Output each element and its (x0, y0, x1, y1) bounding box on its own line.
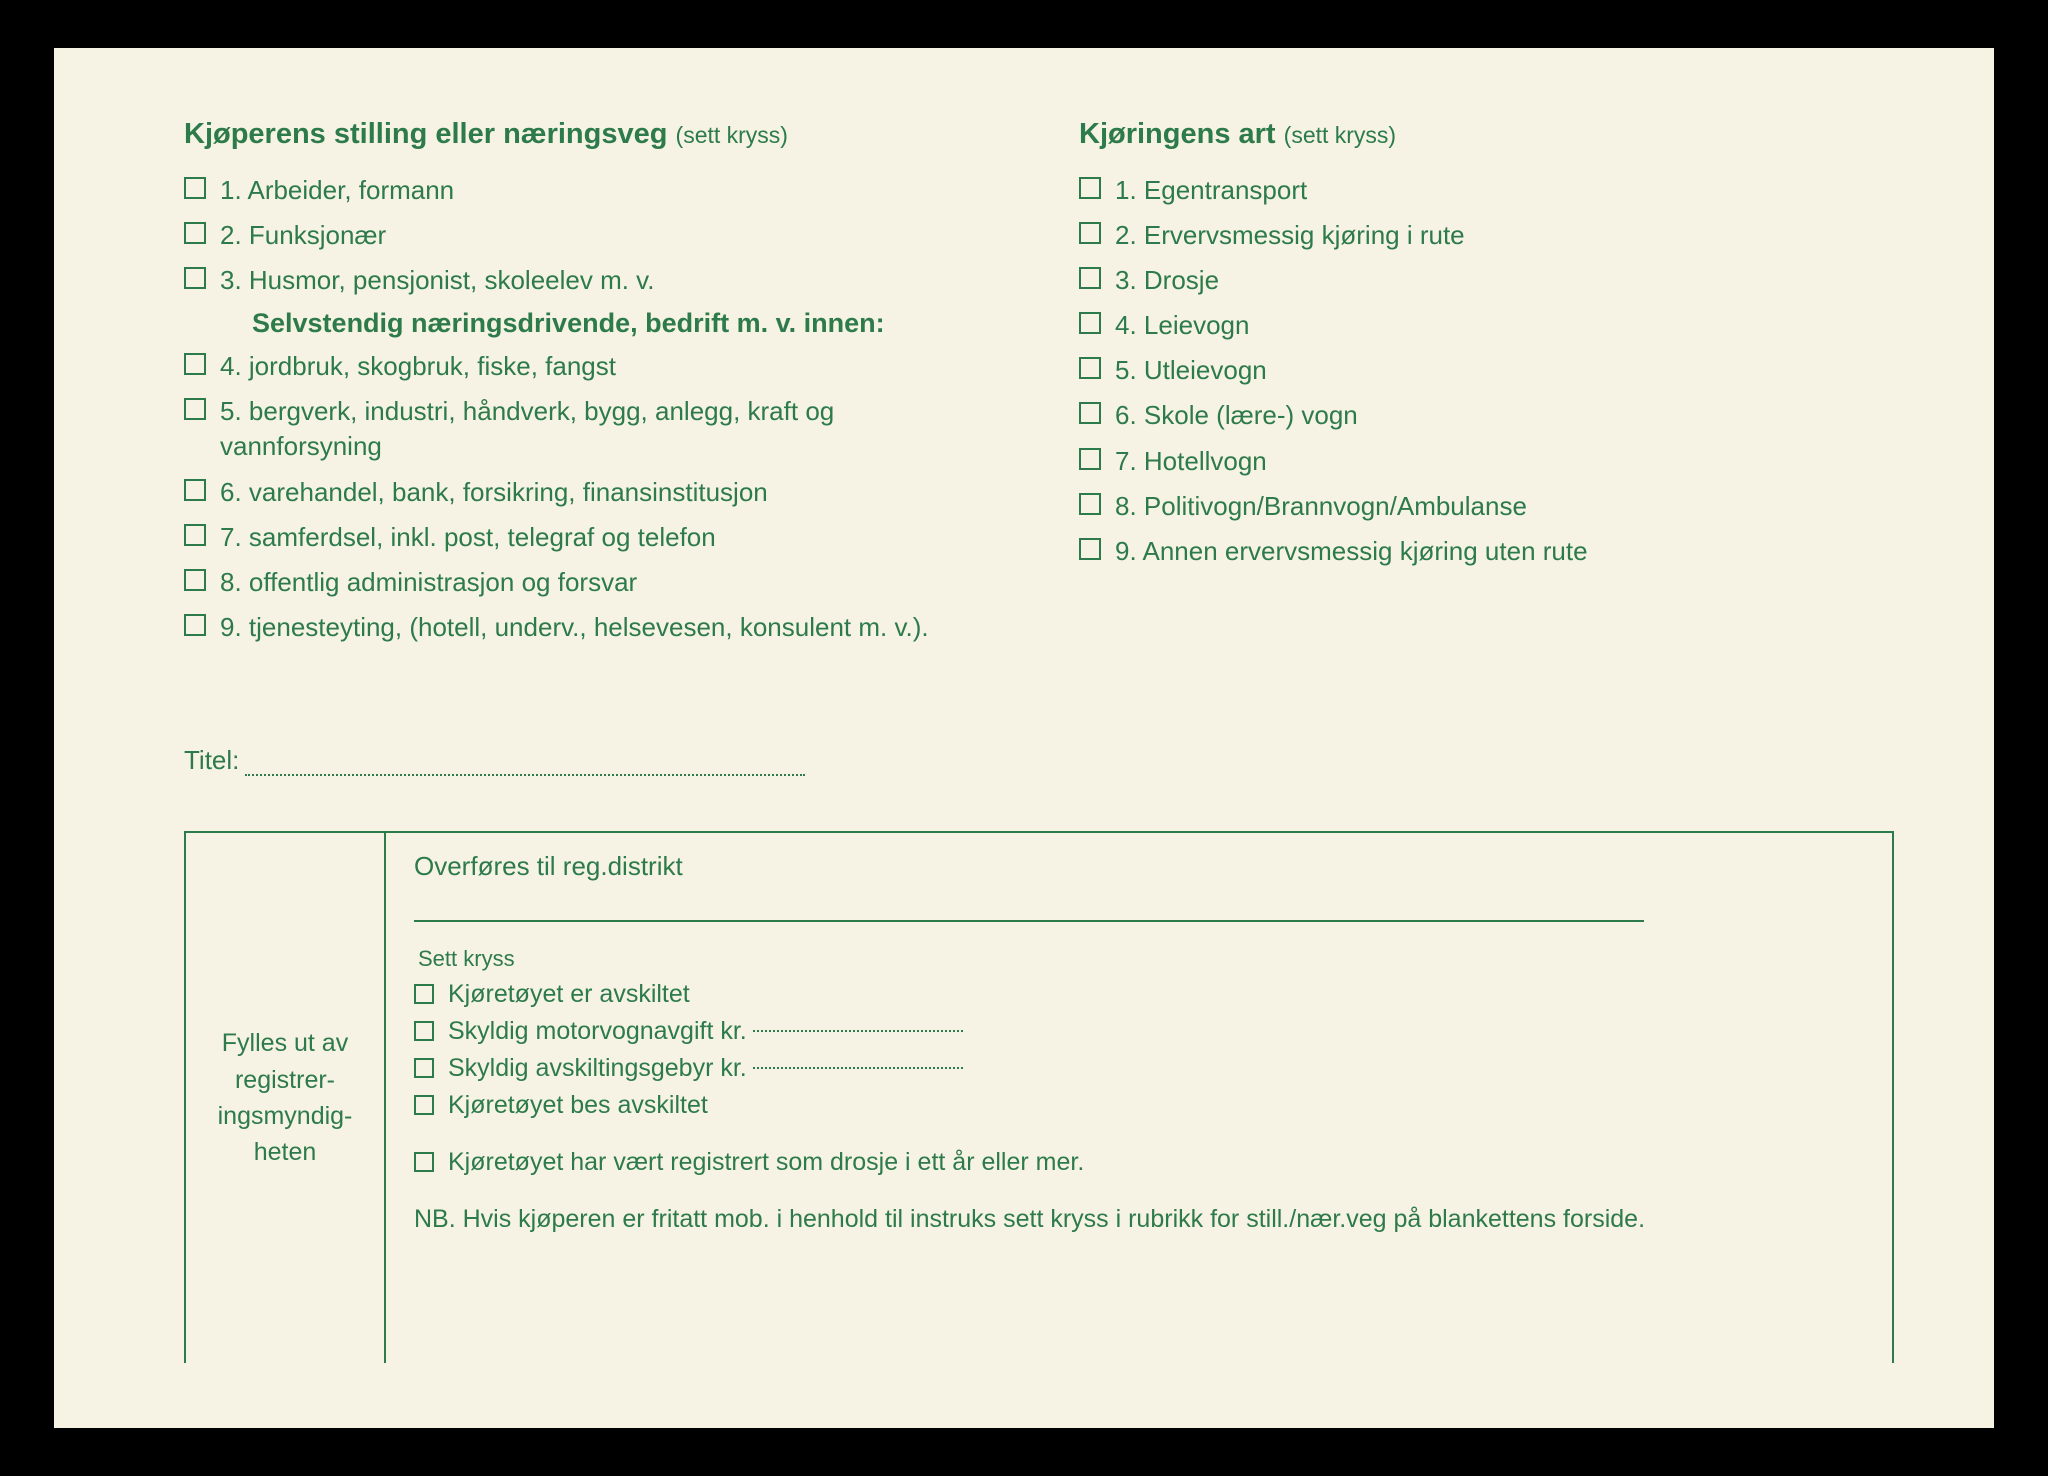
checkbox[interactable] (414, 1152, 434, 1172)
occupation-item: 6. varehandel, bank, forsikring, finansi… (184, 475, 999, 510)
title-text: Kjøperens stilling eller næringsveg (184, 118, 667, 150)
titel-input-line[interactable] (245, 745, 805, 776)
item-label: 9. tjenesteyting, (hotell, underv., hels… (220, 610, 929, 645)
checkbox[interactable] (1079, 267, 1101, 289)
form-page: Kjøperens stilling eller næringsveg (set… (54, 48, 1994, 1428)
amount-input-line[interactable] (753, 1067, 963, 1069)
item-label: 7. Hotellvogn (1115, 444, 1267, 479)
sett-kryss-label: Sett kryss (418, 946, 1864, 972)
status-item: Skyldig avskiltingsgebyr kr. (414, 1054, 1864, 1083)
buyer-occupation-section: Kjøperens stilling eller næringsveg (set… (184, 118, 999, 655)
item-label: 7. samferdsel, inkl. post, telegraf og t… (220, 520, 716, 555)
occupation-item: 3. Husmor, pensjonist, skoleelev m. v. (184, 263, 999, 298)
checkbox[interactable] (414, 984, 434, 1004)
item-label: 5. bergverk, industri, håndverk, bygg, a… (220, 394, 999, 464)
checkbox[interactable] (1079, 357, 1101, 379)
item-label: 8. offentlig administrasjon og forsvar (220, 565, 637, 600)
checkbox[interactable] (184, 222, 206, 244)
occupation-item: 7. samferdsel, inkl. post, telegraf og t… (184, 520, 999, 555)
driving-item: 1. Egentransport (1079, 173, 1894, 208)
checkbox[interactable] (184, 479, 206, 501)
item-label: 2. Ervervsmessig kjøring i rute (1115, 218, 1465, 253)
checkbox[interactable] (184, 267, 206, 289)
checkbox[interactable] (184, 569, 206, 591)
occupation-item: 9. tjenesteyting, (hotell, underv., hels… (184, 610, 999, 645)
checkbox[interactable] (414, 1058, 434, 1078)
top-columns: Kjøperens stilling eller næringsveg (set… (184, 118, 1894, 655)
checkbox[interactable] (184, 353, 206, 375)
item-label: 6. varehandel, bank, forsikring, finansi… (220, 475, 768, 510)
item-label: Skyldig motorvognavgift kr. (448, 1017, 747, 1046)
authority-box-label: Fylles ut av registrer-ingsmyndig-heten (186, 833, 386, 1363)
item-label: 1. Arbeider, formann (220, 173, 454, 208)
checkbox[interactable] (1079, 177, 1101, 199)
driving-item: 9. Annen ervervsmessig kjøring uten rute (1079, 534, 1894, 569)
driving-item: 7. Hotellvogn (1079, 444, 1894, 479)
checkbox[interactable] (184, 177, 206, 199)
status-item: Kjøretøyet er avskiltet (414, 980, 1864, 1009)
item-label: 9. Annen ervervsmessig kjøring uten rute (1115, 534, 1588, 569)
checkbox[interactable] (1079, 312, 1101, 334)
amount-input-line[interactable] (753, 1030, 963, 1032)
driving-item: 5. Utleievogn (1079, 353, 1894, 388)
occupation-item: 5. bergverk, industri, håndverk, bygg, a… (184, 394, 999, 464)
status-item: Kjøretøyet bes avskiltet (414, 1091, 1864, 1120)
checkbox[interactable] (1079, 402, 1101, 424)
occupation-item: 4. jordbruk, skogbruk, fiske, fangst (184, 349, 999, 384)
nb-note: NB. Hvis kjøperen er fritatt mob. i henh… (414, 1205, 1864, 1234)
authority-box-content: Overføres til reg.distrikt Sett kryss Kj… (386, 833, 1892, 1363)
occupation-item: 8. offentlig administrasjon og forsvar (184, 565, 999, 600)
title-hint: (sett kryss) (676, 122, 788, 148)
transfer-district-label: Overføres til reg.distrikt (414, 851, 1644, 922)
checkbox[interactable] (1079, 493, 1101, 515)
item-label: 5. Utleievogn (1115, 353, 1267, 388)
driving-item: 4. Leievogn (1079, 308, 1894, 343)
titel-field: Titel: (184, 745, 1894, 776)
checkbox[interactable] (184, 614, 206, 636)
occupation-item: 1. Arbeider, formann (184, 173, 999, 208)
item-label: 1. Egentransport (1115, 173, 1307, 208)
self-employed-subtitle: Selvstendig næringsdrivende, bedrift m. … (252, 308, 999, 339)
checkbox[interactable] (414, 1095, 434, 1115)
checkbox[interactable] (1079, 222, 1101, 244)
driving-type-title: Kjøringens art (sett kryss) (1079, 118, 1894, 151)
titel-label: Titel: (184, 745, 239, 776)
item-label: 8. Politivogn/Brannvogn/Ambulanse (1115, 489, 1527, 524)
title-text: Kjøringens art (1079, 118, 1276, 150)
checkbox[interactable] (184, 524, 206, 546)
item-label: Kjøretøyet har vært registrert som drosj… (448, 1148, 1084, 1177)
buyer-occupation-title: Kjøperens stilling eller næringsveg (set… (184, 118, 999, 151)
item-label: Skyldig avskiltingsgebyr kr. (448, 1054, 747, 1083)
checkbox[interactable] (1079, 448, 1101, 470)
checkbox[interactable] (1079, 538, 1101, 560)
item-label: 6. Skole (lære-) vogn (1115, 398, 1358, 433)
item-label: Kjøretøyet er avskiltet (448, 980, 690, 1009)
authority-box: Fylles ut av registrer-ingsmyndig-heten … (184, 831, 1894, 1363)
occupation-item: 2. Funksjonær (184, 218, 999, 253)
driving-item: 6. Skole (lære-) vogn (1079, 398, 1894, 433)
title-hint: (sett kryss) (1284, 122, 1396, 148)
item-label: Kjøretøyet bes avskiltet (448, 1091, 708, 1120)
drosje-item: Kjøretøyet har vært registrert som drosj… (414, 1148, 1864, 1177)
item-label: 4. jordbruk, skogbruk, fiske, fangst (220, 349, 616, 384)
box-left-text: Fylles ut av registrer-ingsmyndig-heten (200, 1025, 370, 1170)
driving-item: 3. Drosje (1079, 263, 1894, 298)
checkbox[interactable] (414, 1021, 434, 1041)
driving-item: 8. Politivogn/Brannvogn/Ambulanse (1079, 489, 1894, 524)
item-label: 3. Drosje (1115, 263, 1219, 298)
item-label: 2. Funksjonær (220, 218, 386, 253)
checkbox[interactable] (184, 398, 206, 420)
item-label: 4. Leievogn (1115, 308, 1249, 343)
driving-item: 2. Ervervsmessig kjøring i rute (1079, 218, 1894, 253)
driving-type-section: Kjøringens art (sett kryss) 1. Egentrans… (1079, 118, 1894, 655)
item-label: 3. Husmor, pensjonist, skoleelev m. v. (220, 263, 654, 298)
status-item: Skyldig motorvognavgift kr. (414, 1017, 1864, 1046)
